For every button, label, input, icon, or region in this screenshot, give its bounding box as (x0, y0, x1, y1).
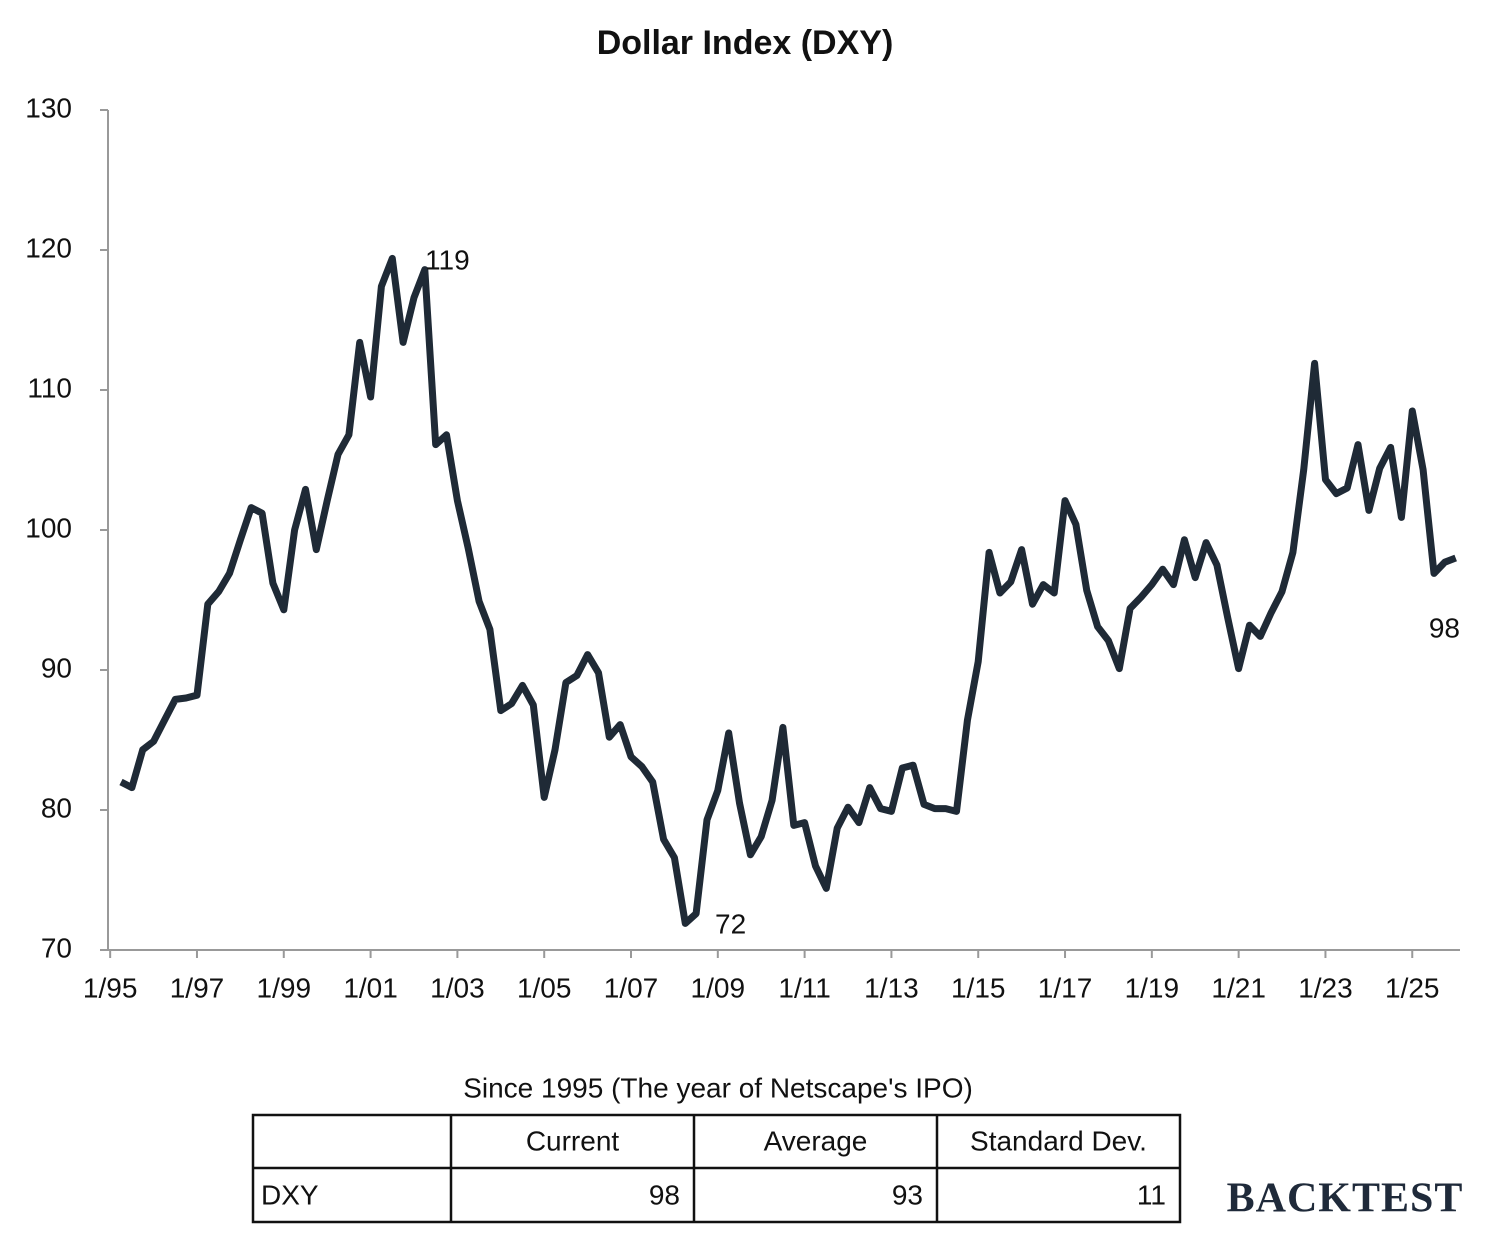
annotation: 119 (425, 244, 470, 275)
watermark: BACKTEST (1227, 1176, 1464, 1222)
x-tick-label: 1/07 (604, 972, 659, 1003)
y-tick-label: 80 (41, 792, 72, 823)
table-title: Since 1995 (The year of Netscape's IPO) (463, 1072, 973, 1103)
y-tick-label: 110 (27, 372, 72, 403)
x-tick-label: 1/01 (343, 972, 398, 1003)
x-tick-label: 1/09 (691, 972, 746, 1003)
table-header: Average (764, 1125, 868, 1156)
y-tick-label: 70 (41, 932, 72, 963)
x-tick-label: 1/13 (864, 972, 919, 1003)
x-tick-label: 1/05 (517, 972, 572, 1003)
table-grid (251, 1113, 1182, 1224)
y-tick-label: 90 (41, 652, 72, 683)
table-cell: 98 (649, 1179, 680, 1210)
y-tick-label: 120 (25, 232, 72, 263)
x-tick-label: 1/95 (83, 972, 138, 1003)
x-tick-label: 1/99 (257, 972, 312, 1003)
y-tick-label: 100 (25, 512, 72, 543)
table-cell: 11 (1137, 1179, 1166, 1210)
table-header: Current (526, 1125, 620, 1156)
line-series (119, 254, 1457, 927)
x-tick-label: 1/15 (951, 972, 1006, 1003)
x-tick-label: 1/97 (170, 972, 225, 1003)
x-tick-label: 1/03 (430, 972, 485, 1003)
x-tick-label: 1/23 (1298, 972, 1353, 1003)
annotation: 98 (1429, 612, 1460, 643)
x-tick-label: 1/25 (1385, 972, 1440, 1003)
annotation: 72 (715, 908, 746, 939)
x-tick-label: 1/11 (778, 972, 830, 1003)
table-cell: 93 (892, 1179, 923, 1210)
x-tick-label: 1/17 (1038, 972, 1093, 1003)
table-cell: DXY (261, 1179, 319, 1210)
x-tick-label: 1/19 (1125, 972, 1180, 1003)
y-tick-label: 130 (25, 92, 72, 123)
x-tick-label: 1/21 (1211, 972, 1266, 1003)
chart-title: Dollar Index (DXY) (597, 24, 894, 62)
table-header: Standard Dev. (970, 1125, 1147, 1156)
